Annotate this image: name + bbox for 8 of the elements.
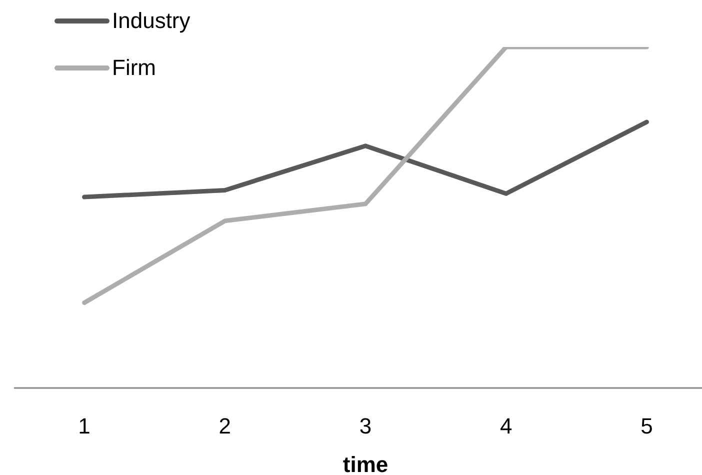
x-axis-title: time [342,452,388,475]
legend-label: Industry [112,8,190,34]
x-tick-label: 4 [500,414,512,439]
x-tick-label: 3 [359,414,372,439]
legend-label: Firm [112,54,156,80]
x-tick-label: 1 [78,414,90,439]
x-tick-label: 5 [640,414,653,439]
x-tick-label: 2 [218,414,232,439]
